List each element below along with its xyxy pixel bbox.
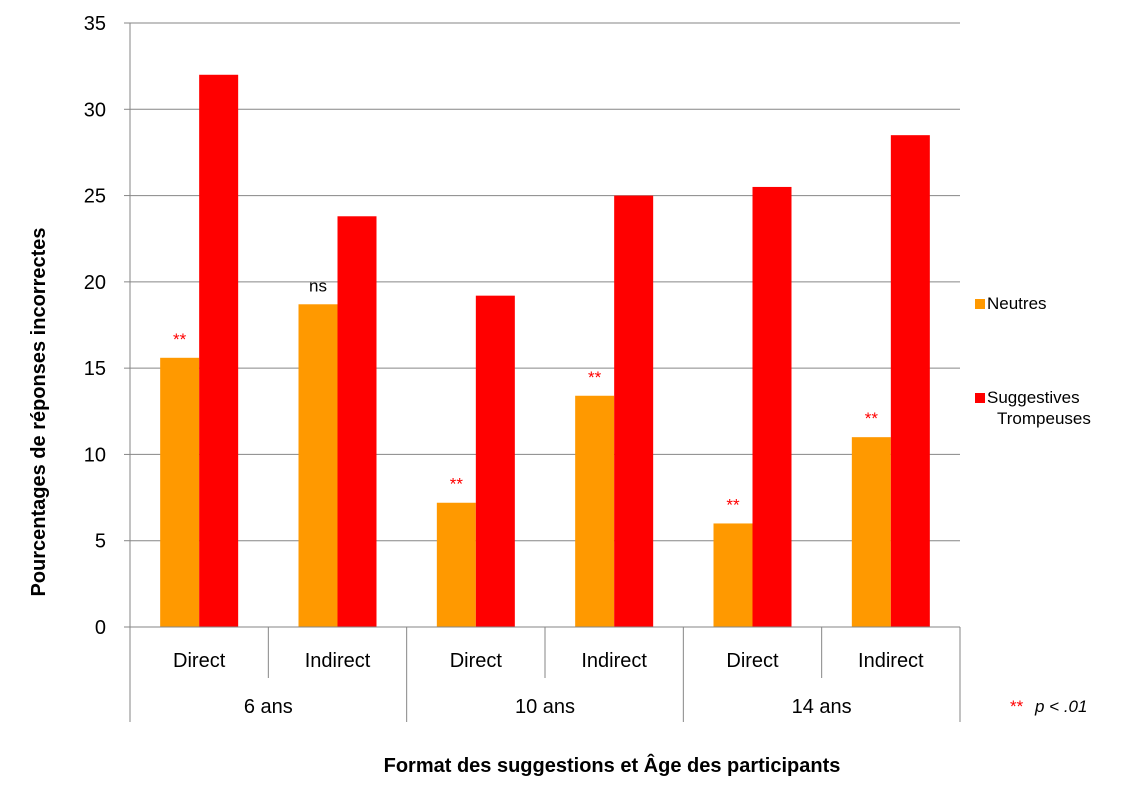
significance-annotation: ** [173, 330, 187, 349]
axes [129, 23, 960, 628]
significance-annotations: ** ns ** ** ** ** [173, 276, 878, 514]
bar-neutres [713, 523, 753, 627]
significance-annotation: ns [309, 276, 327, 295]
y-tick-label: 0 [95, 617, 106, 639]
bar-suggestives-trompeuses [752, 186, 792, 627]
significance-annotation: ** [726, 495, 740, 514]
significance-annotation: ** [450, 475, 464, 494]
bar-neutres [160, 357, 200, 627]
x-category-label: Indirect [858, 650, 924, 672]
y-tick-label: 30 [84, 99, 106, 121]
legend-label: Neutres [987, 294, 1047, 313]
bar-neutres [436, 502, 476, 627]
bar-suggestives-trompeuses [475, 295, 515, 627]
legend-swatch [975, 393, 985, 403]
significance-annotation: ** [865, 409, 879, 428]
bar-neutres [575, 395, 615, 627]
significance-annotation: ** [588, 368, 602, 387]
y-tick-label: 5 [95, 531, 106, 553]
legend: Neutres Suggestives Trompeuses [975, 294, 1091, 428]
bar-suggestives-trompeuses [199, 74, 239, 628]
bar-neutres [298, 304, 338, 627]
x-category-label: Direct [450, 650, 503, 672]
x-group-labels: 6 ans 10 ans 14 ans [244, 696, 852, 718]
y-tick-label: 20 [84, 272, 106, 294]
y-axis-title: Pourcentages de réponses incorrectes [28, 227, 50, 596]
bar-suggestives-trompeuses [337, 216, 377, 627]
x-category-label: Indirect [581, 650, 647, 672]
x-category-labels: Direct Indirect Direct Indirect Direct Indire… [129, 627, 961, 722]
x-group-label: 10 ans [515, 696, 575, 718]
significance-note: ** p < .01 [1010, 697, 1087, 716]
bar-suggestives-trompeuses [614, 195, 654, 628]
gridlines [130, 22, 960, 542]
y-tick-label: 15 [84, 358, 106, 380]
bars [160, 74, 930, 628]
y-tick-label: 35 [84, 13, 106, 35]
x-category-label: Direct [726, 650, 779, 672]
bar-suggestives-trompeuses [890, 135, 930, 627]
x-group-label: 14 ans [792, 696, 852, 718]
legend-label: Suggestives Trompeuses [987, 388, 1091, 428]
x-category-label: Direct [173, 650, 226, 672]
x-category-label: Indirect [305, 650, 371, 672]
x-axis-title: Format des suggestions et Âge des partic… [384, 753, 841, 777]
y-tick-label: 25 [84, 186, 106, 208]
significance-note-stars: ** [1010, 697, 1024, 716]
bar-neutres [851, 437, 891, 627]
legend-swatch [975, 299, 985, 309]
significance-note-text: p < .01 [1034, 697, 1087, 716]
y-tick-label: 10 [84, 444, 106, 466]
y-tick-labels: 0 5 10 15 20 25 30 35 [84, 13, 130, 639]
x-group-label: 6 ans [244, 696, 293, 718]
